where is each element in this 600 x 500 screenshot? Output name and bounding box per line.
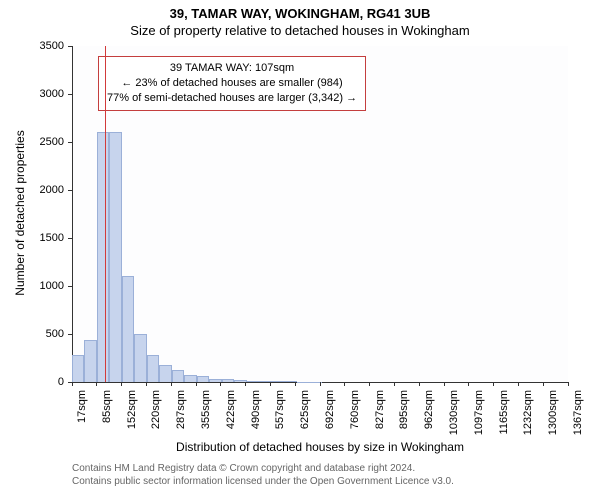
x-tick-mark [121, 382, 122, 386]
histogram-bar [97, 132, 109, 382]
histogram-bar [184, 375, 196, 382]
x-tick-mark [270, 382, 271, 386]
x-tick-mark [518, 382, 519, 386]
x-tick-mark [493, 382, 494, 386]
x-tick-mark [419, 382, 420, 386]
y-tick-label: 2500 [0, 136, 64, 148]
footer-line2: Contains public sector information licen… [72, 475, 454, 488]
x-tick-mark [344, 382, 345, 386]
x-tick-mark [171, 382, 172, 386]
x-tick-label: 220sqm [150, 390, 162, 440]
histogram-bar [134, 334, 146, 382]
x-tick-label: 692sqm [324, 390, 336, 440]
annotation-line3: 77% of semi-detached houses are larger (… [107, 91, 357, 106]
histogram-bar [172, 370, 184, 382]
x-tick-label: 557sqm [274, 390, 286, 440]
y-tick-label: 500 [0, 328, 64, 340]
footer-credits: Contains HM Land Registry data © Crown c… [72, 462, 454, 488]
x-axis-label: Distribution of detached houses by size … [72, 440, 568, 454]
histogram-bar [159, 365, 171, 382]
histogram-bar [122, 276, 134, 382]
footer-line1: Contains HM Land Registry data © Crown c… [72, 462, 454, 475]
x-tick-mark [369, 382, 370, 386]
annotation-line2: ← 23% of detached houses are smaller (98… [107, 76, 357, 91]
x-tick-label: 287sqm [175, 390, 187, 440]
x-tick-label: 85sqm [101, 390, 113, 440]
x-tick-label: 1232sqm [522, 390, 534, 440]
histogram-bar [297, 382, 309, 383]
x-tick-mark [295, 382, 296, 386]
x-tick-label: 355sqm [200, 390, 212, 440]
histogram-bar [197, 376, 209, 382]
x-tick-label: 490sqm [250, 390, 262, 440]
annotation-line1: 39 TAMAR WAY: 107sqm [107, 61, 357, 76]
annotation-box: 39 TAMAR WAY: 107sqm ← 23% of detached h… [98, 56, 366, 111]
x-tick-mark [146, 382, 147, 386]
x-tick-label: 895sqm [398, 390, 410, 440]
x-tick-label: 1097sqm [473, 390, 485, 440]
histogram-bar [84, 340, 96, 382]
y-tick-label: 2000 [0, 184, 64, 196]
histogram-bar [147, 355, 159, 382]
y-tick-label: 0 [0, 376, 64, 388]
x-tick-label: 962sqm [423, 390, 435, 440]
x-tick-mark [220, 382, 221, 386]
x-tick-mark [394, 382, 395, 386]
x-tick-label: 1300sqm [547, 390, 559, 440]
histogram-bar [109, 132, 121, 382]
x-tick-mark [468, 382, 469, 386]
x-tick-mark [568, 382, 569, 386]
chart-title-description: Size of property relative to detached ho… [0, 21, 600, 38]
y-tick-label: 3500 [0, 40, 64, 52]
x-tick-mark [444, 382, 445, 386]
y-tick-label: 1000 [0, 280, 64, 292]
x-tick-label: 17sqm [76, 390, 88, 440]
y-tick-label: 1500 [0, 232, 64, 244]
histogram-bar [272, 381, 284, 382]
x-tick-label: 827sqm [374, 390, 386, 440]
y-axis-label: Number of detached properties [13, 123, 27, 303]
x-tick-mark [196, 382, 197, 386]
x-tick-mark [245, 382, 246, 386]
histogram-bar [222, 379, 234, 382]
x-tick-label: 422sqm [225, 390, 237, 440]
y-tick-label: 3000 [0, 88, 64, 100]
x-tick-label: 152sqm [126, 390, 138, 440]
y-axis-line [72, 46, 73, 382]
histogram-bar [247, 381, 259, 382]
x-tick-label: 625sqm [299, 390, 311, 440]
x-tick-label: 1030sqm [448, 390, 460, 440]
x-tick-label: 1367sqm [572, 390, 584, 440]
x-tick-label: 760sqm [349, 390, 361, 440]
chart-title-address: 39, TAMAR WAY, WOKINGHAM, RG41 3UB [0, 0, 600, 21]
chart-container: 39, TAMAR WAY, WOKINGHAM, RG41 3UB Size … [0, 0, 600, 500]
property-marker-line [105, 46, 107, 382]
x-tick-mark [543, 382, 544, 386]
x-tick-label: 1165sqm [498, 390, 510, 440]
x-tick-mark [72, 382, 73, 386]
histogram-bar [72, 355, 84, 382]
x-tick-mark [320, 382, 321, 386]
x-tick-mark [96, 382, 97, 386]
